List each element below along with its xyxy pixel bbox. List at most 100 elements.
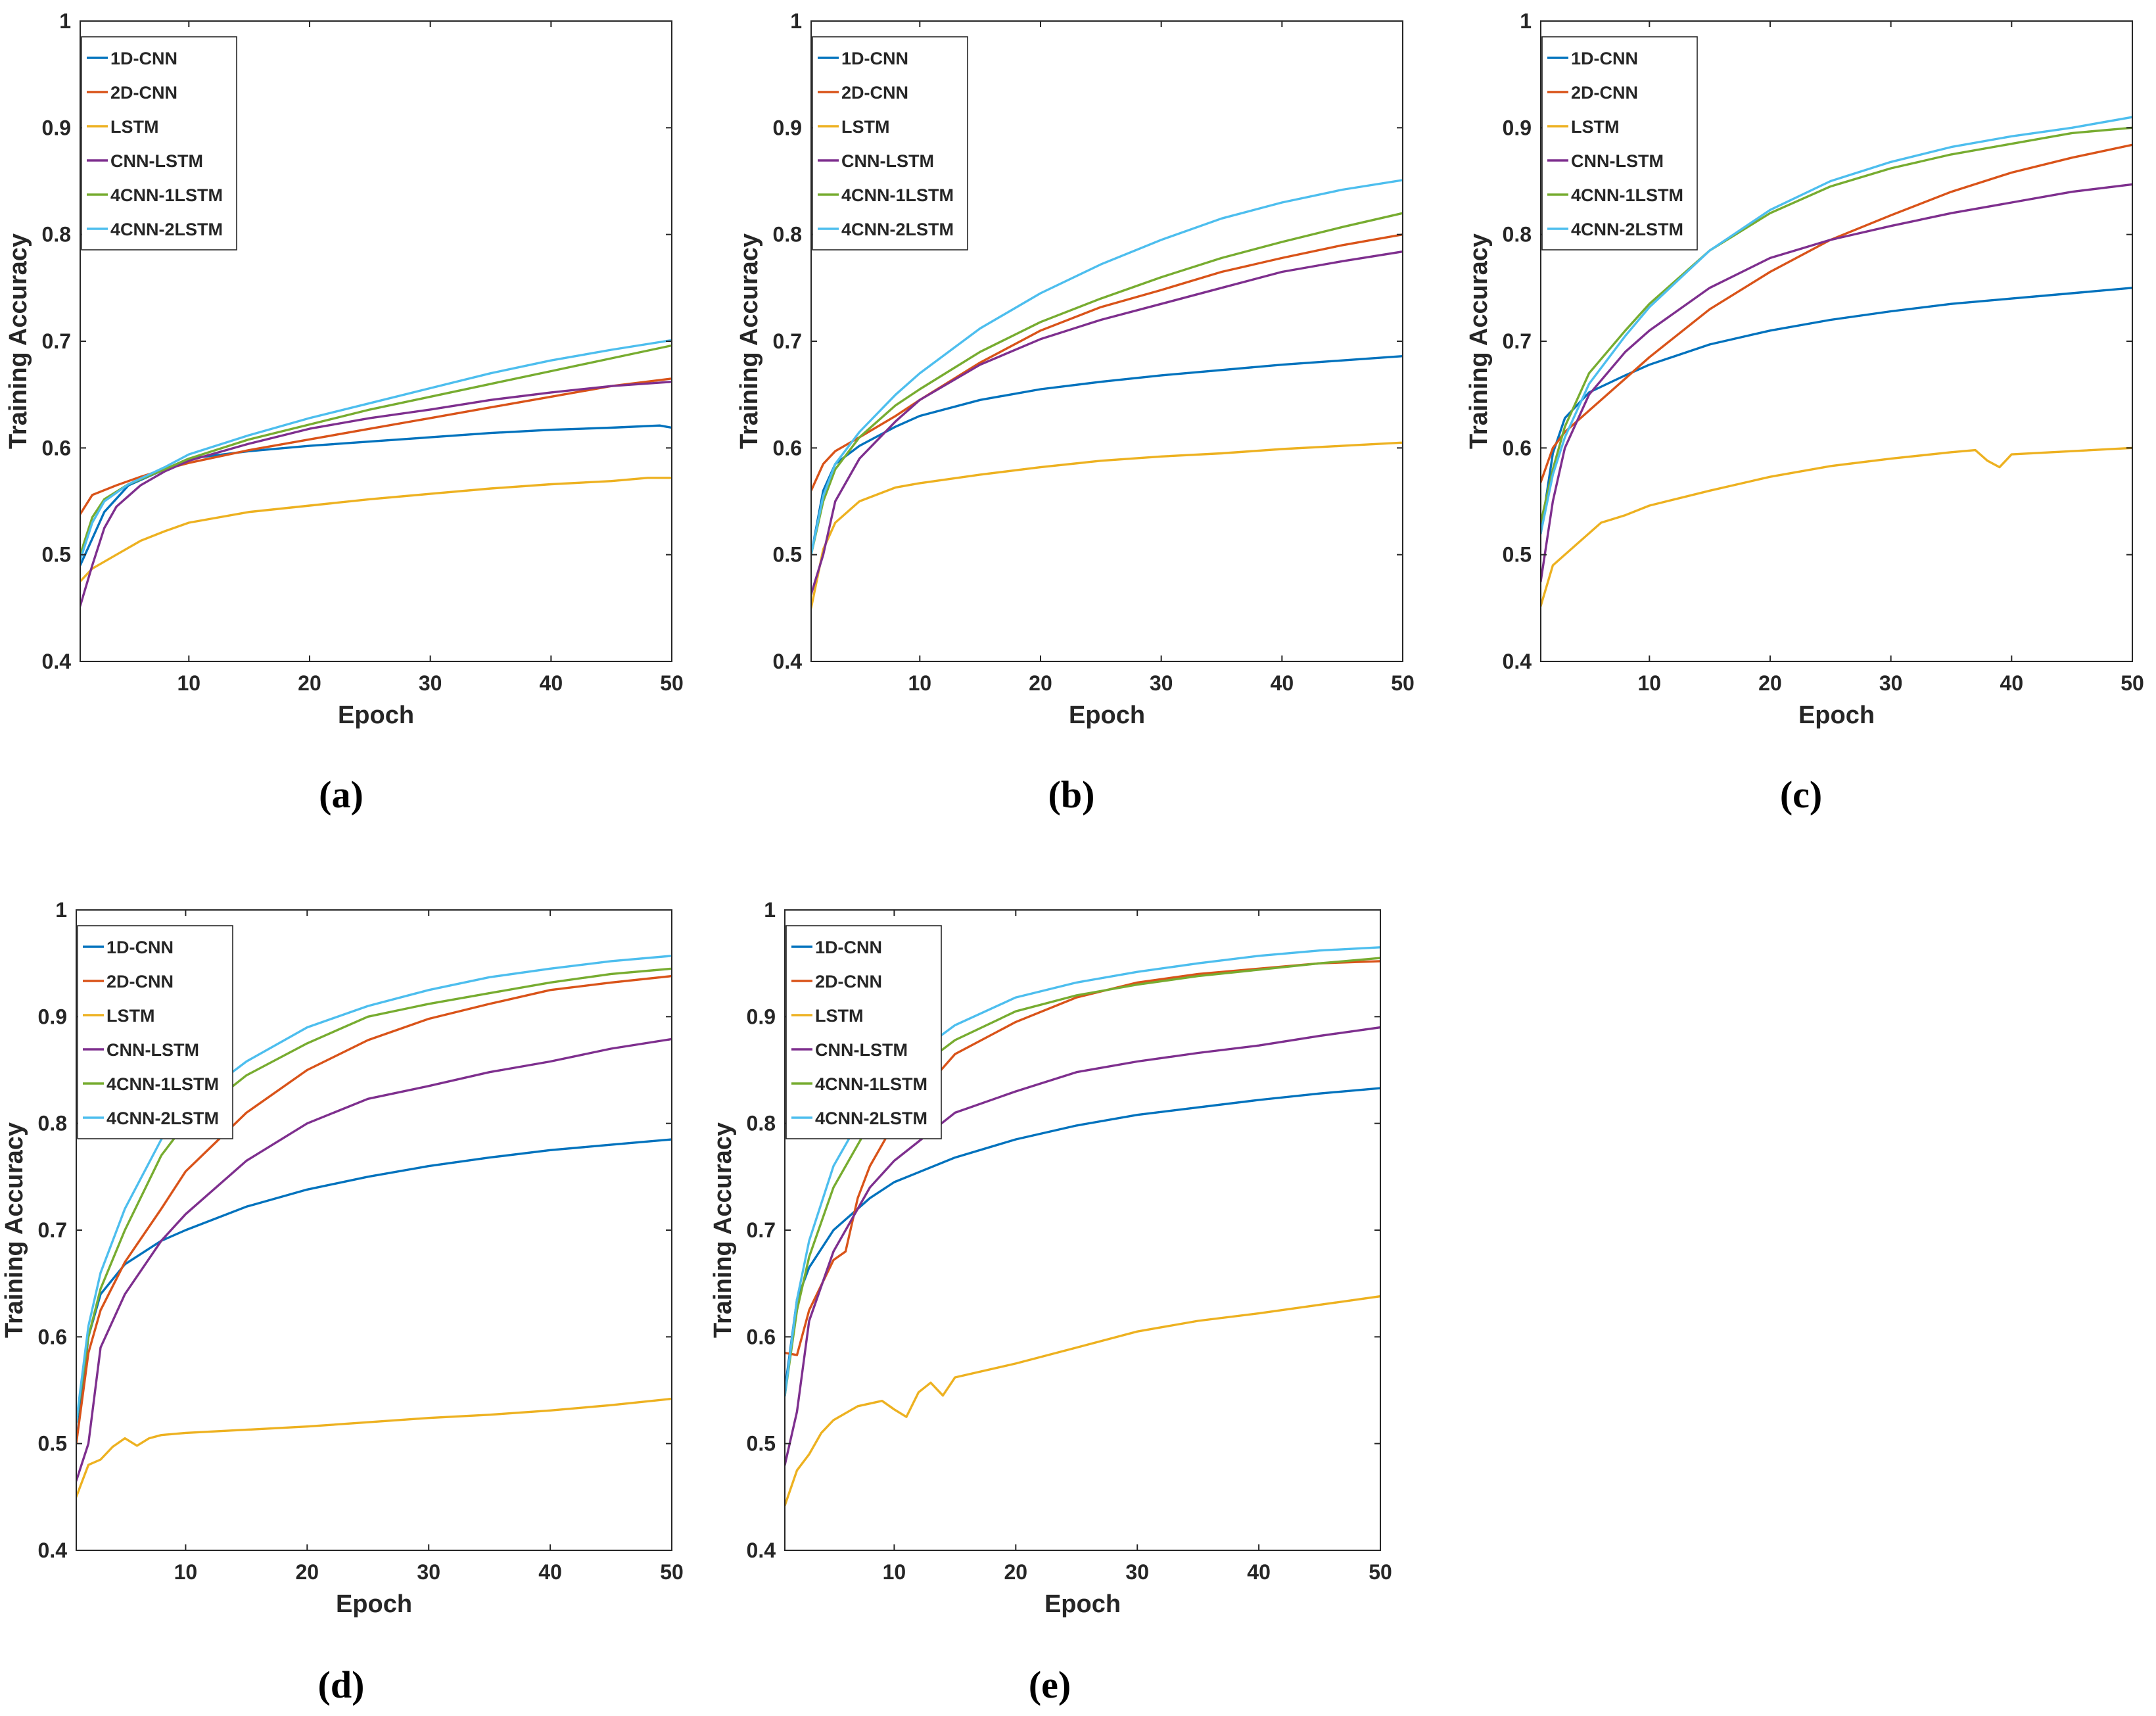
series-line-cnn-lstm — [76, 1037, 672, 1483]
legend-entry: 2D-CNN — [106, 972, 174, 991]
x-tick-label: 50 — [2121, 671, 2144, 695]
legend-entry: 4CNN-2LSTM — [106, 1108, 219, 1128]
x-axis-label: Epoch — [1069, 702, 1145, 729]
series-line-lstm — [785, 1295, 1380, 1507]
legend-entry: 4CNN-1LSTM — [106, 1074, 219, 1094]
legend-entry: 4CNN-1LSTM — [110, 185, 223, 205]
legend-entry: LSTM — [110, 117, 159, 137]
chart-panel-e: 10 20 30 40 50 0.4 0.5 0.6 0.7 0.8 0.9 1 Epoch Traini… — [709, 898, 1392, 1706]
legend-box — [1541, 36, 1698, 250]
y-tick-label: 1 — [790, 9, 802, 33]
legend-entry: 1D-CNN — [841, 49, 908, 68]
y-tick-label: 0.6 — [38, 1325, 67, 1348]
x-tick-label: 10 — [177, 671, 201, 695]
series-line-lstm — [80, 477, 672, 583]
legend-entry: 2D-CNN — [841, 83, 908, 103]
legend-entry: 4CNN-2LSTM — [110, 220, 223, 239]
y-tick-label: 0.5 — [773, 543, 802, 567]
series-lines — [811, 179, 1403, 609]
series-line-4cnn-2lstm — [811, 179, 1403, 556]
series-line-4cnn-2lstm — [76, 955, 672, 1423]
y-tick-label: 0.7 — [1503, 329, 1532, 353]
series-line-cnn-lstm — [785, 1026, 1380, 1466]
legend-entry: 2D-CNN — [815, 972, 882, 991]
x-tick-label: 20 — [1758, 671, 1782, 695]
y-axis-label: Training Accuracy — [1465, 233, 1493, 449]
legend-entry: 4CNN-2LSTM — [841, 220, 954, 239]
legend-entry: CNN-LSTM — [841, 151, 934, 171]
legend-box — [77, 925, 233, 1139]
series-line-1d-cnn — [80, 424, 672, 567]
legend-entry: 1D-CNN — [815, 938, 882, 957]
x-axis-label: Epoch — [1798, 702, 1875, 729]
series-line-1d-cnn — [76, 1138, 672, 1445]
x-tick-label: 40 — [2000, 671, 2024, 695]
legend-entry: 4CNN-1LSTM — [841, 185, 954, 205]
x-tick-label: 30 — [417, 1560, 440, 1584]
series-line-4cnn-1lstm — [1541, 126, 2132, 524]
series-line-4cnn-1lstm — [811, 212, 1403, 556]
legend: 1D-CNN 2D-CNN LSTM CNN-LSTM 4CNN-1LSTM 4CNN-2… — [1541, 36, 1698, 250]
y-tick-label: 0.5 — [747, 1432, 776, 1456]
y-tick-label: 0.4 — [42, 650, 72, 673]
series-line-cnn-lstm — [80, 381, 672, 608]
legend-entry: 1D-CNN — [110, 49, 177, 68]
x-tick-label: 40 — [540, 671, 563, 695]
x-tick-label: 50 — [660, 1560, 684, 1584]
y-tick-label: 0.8 — [38, 1112, 67, 1135]
y-tick-label: 0.6 — [747, 1325, 776, 1348]
y-axis-label: Training Accuracy — [5, 233, 32, 449]
x-tick-label: 20 — [1029, 671, 1052, 695]
x-tick-label: 10 — [908, 671, 932, 695]
y-tick-label: 1 — [1520, 9, 1532, 33]
y-tick-label: 0.8 — [1503, 223, 1532, 247]
legend-entry: 2D-CNN — [110, 83, 177, 103]
panel-label: (c) — [1780, 773, 1822, 816]
legend-entry: CNN-LSTM — [106, 1040, 199, 1060]
series-line-1d-cnn — [811, 355, 1403, 556]
x-tick-label: 50 — [1391, 671, 1415, 695]
chart-panel-c: 10 20 30 40 50 0.4 0.5 0.6 0.7 0.8 0.9 1 Epoch Traini… — [1465, 9, 2144, 816]
y-tick-label: 0.5 — [42, 543, 71, 567]
series-line-4cnn-2lstm — [785, 946, 1380, 1397]
chart-panel-a: 10 20 30 40 50 0.4 0.5 0.6 0.7 0.8 0.9 1 Epoch Traini… — [5, 9, 684, 816]
legend-entry: CNN-LSTM — [110, 151, 203, 171]
x-tick-label: 10 — [883, 1560, 906, 1584]
x-tick-label: 30 — [1125, 1560, 1149, 1584]
y-tick-label: 0.4 — [747, 1538, 776, 1562]
y-tick-label: 0.5 — [38, 1432, 67, 1456]
legend-entry: 4CNN-1LSTM — [1571, 185, 1683, 205]
legend-entry: LSTM — [815, 1006, 864, 1026]
legend-entry: 4CNN-1LSTM — [815, 1074, 927, 1094]
series-line-2d-cnn — [76, 974, 672, 1445]
y-tick-label: 0.6 — [1503, 436, 1532, 460]
y-tick-label: 0.9 — [38, 1005, 67, 1028]
x-tick-label: 10 — [1638, 671, 1662, 695]
legend-entry: LSTM — [106, 1006, 155, 1026]
x-tick-label: 40 — [1271, 671, 1294, 695]
y-tick-label: 0.7 — [38, 1218, 67, 1242]
y-tick-label: 0.7 — [747, 1218, 776, 1242]
legend-box — [812, 36, 968, 250]
x-tick-label: 30 — [1879, 671, 1903, 695]
y-tick-label: 1 — [59, 9, 71, 33]
series-line-4cnn-1lstm — [76, 967, 672, 1423]
x-axis-label: Epoch — [336, 1590, 412, 1618]
legend: 1D-CNN 2D-CNN LSTM CNN-LSTM 4CNN-1LSTM 4CNN-2… — [785, 925, 942, 1139]
x-tick-label: 20 — [296, 1560, 319, 1584]
panel-label: (b) — [1048, 773, 1095, 816]
legend-entry: LSTM — [841, 117, 890, 137]
series-line-4cnn-1lstm — [785, 957, 1380, 1397]
y-tick-label: 0.9 — [1503, 116, 1532, 139]
series-lines — [1541, 116, 2132, 608]
legend-box — [785, 925, 942, 1139]
y-tick-label: 0.9 — [747, 1005, 776, 1028]
x-axis-label: Epoch — [1044, 1590, 1121, 1618]
series-lines — [80, 339, 672, 608]
legend-entry: 1D-CNN — [106, 938, 174, 957]
y-tick-label: 1 — [55, 898, 67, 922]
y-tick-label: 0.4 — [1503, 650, 1532, 673]
legend: 1D-CNN 2D-CNN LSTM CNN-LSTM 4CNN-1LSTM 4CNN-2… — [77, 925, 233, 1139]
series-line-2d-cnn — [811, 233, 1403, 492]
y-tick-label: 0.5 — [1503, 543, 1532, 567]
